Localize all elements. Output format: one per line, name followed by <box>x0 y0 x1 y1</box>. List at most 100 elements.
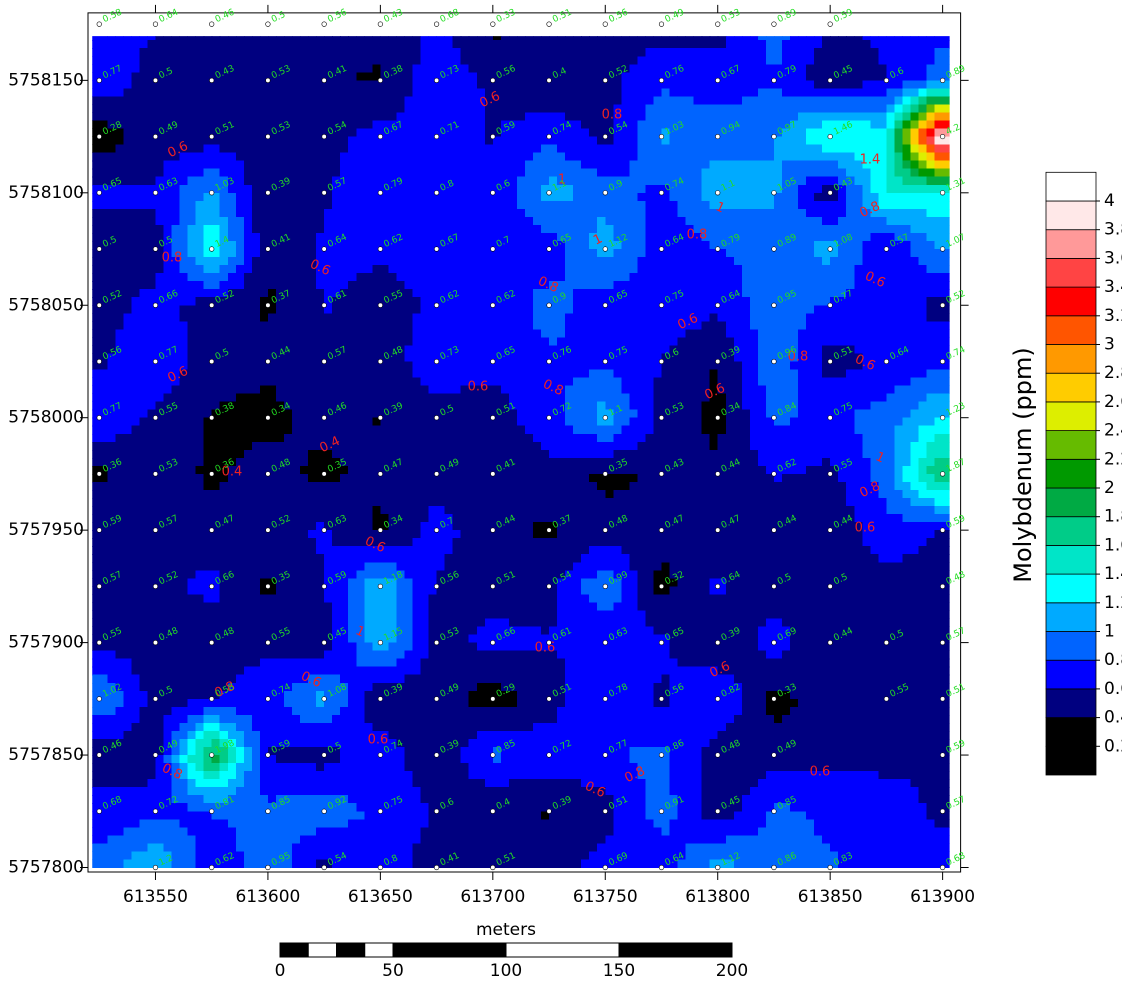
contour-fill <box>798 257 807 266</box>
contour-fill <box>324 232 333 242</box>
contour-fill <box>693 152 703 162</box>
contour-fill <box>300 289 309 298</box>
contour-fill <box>300 265 309 274</box>
contour-fill <box>870 353 879 363</box>
contour-fill <box>597 136 606 146</box>
contour-fill <box>798 281 807 290</box>
contour-fill <box>806 168 815 178</box>
contour-fill <box>508 353 518 363</box>
contour-fill <box>894 216 904 226</box>
contour-fill <box>412 232 422 242</box>
contour-fill <box>549 297 558 306</box>
contour-fill <box>557 329 566 338</box>
contour-fill <box>725 353 735 363</box>
contour-fill <box>300 192 309 202</box>
contour-fill <box>709 104 719 114</box>
contour-fill <box>516 224 526 234</box>
contour-fill <box>420 192 430 202</box>
contour-fill <box>500 361 510 371</box>
contour-fill <box>492 273 502 282</box>
contour-fill <box>292 72 301 81</box>
contour-fill <box>573 409 582 419</box>
contour-fill <box>669 208 679 218</box>
contour-fill <box>934 353 950 363</box>
contour-fill <box>597 88 606 98</box>
contour-fill <box>822 184 831 194</box>
contour-fill <box>428 168 438 178</box>
contour-fill <box>790 200 799 210</box>
contour-fill <box>227 232 237 242</box>
contour-fill <box>693 240 703 250</box>
contour-fill <box>147 160 157 170</box>
contour-fill <box>733 401 743 411</box>
contour-fill <box>589 112 598 122</box>
contour-fill <box>822 112 831 122</box>
contour-fill <box>107 152 116 162</box>
contour-fill <box>476 80 486 89</box>
contour-fill <box>235 216 245 226</box>
contour-fill <box>115 240 124 250</box>
contour-fill <box>460 393 470 403</box>
contour-fill <box>308 297 317 306</box>
contour-fill <box>653 168 663 178</box>
contour-fill <box>926 72 936 81</box>
contour-fill <box>693 369 703 379</box>
contour-fill <box>428 72 438 81</box>
contour-fill <box>926 289 936 298</box>
contour-fill <box>757 257 767 266</box>
contour-fill <box>581 224 590 234</box>
contour-fill <box>862 297 871 306</box>
contour-fill <box>532 385 542 395</box>
contour-fill <box>902 48 912 57</box>
contour-fill <box>541 240 550 250</box>
contour-fill <box>468 128 478 138</box>
contour-fill <box>316 168 325 178</box>
contour-fill <box>693 385 703 395</box>
contour-fill <box>862 160 871 170</box>
contour-fill <box>356 240 365 250</box>
contour-fill <box>404 184 414 194</box>
contour-fill <box>798 345 807 355</box>
contour-fill <box>870 273 879 282</box>
contour-fill <box>886 224 896 234</box>
contour-fill <box>139 200 149 210</box>
contour-fill <box>573 112 582 122</box>
contour-fill <box>934 48 950 57</box>
contour-fill <box>814 265 823 274</box>
contour-fill <box>412 313 422 322</box>
contour-fill <box>838 297 847 306</box>
contour-fill <box>581 184 590 194</box>
contour-fill <box>131 385 141 395</box>
contour-fill <box>468 337 478 347</box>
contour-fill <box>757 232 767 242</box>
contour-fill <box>773 184 783 194</box>
contour-fill <box>749 281 759 290</box>
contour-fill <box>806 345 815 355</box>
contour-fill <box>918 297 928 306</box>
contour-fill <box>693 40 703 49</box>
contour-fill <box>669 369 679 379</box>
contour-fill <box>388 393 398 403</box>
contour-fill <box>316 297 325 306</box>
contour-fill <box>685 36 695 41</box>
contour-fill <box>757 112 767 122</box>
contour-fill <box>677 409 687 419</box>
contour-fill <box>725 249 735 258</box>
contour-fill <box>196 24 205 33</box>
contour-fill <box>300 313 309 322</box>
contour-fill <box>532 192 542 202</box>
contour-fill <box>428 240 438 250</box>
contour-fill <box>894 136 904 146</box>
contour-fill <box>155 120 165 130</box>
contour-fill <box>661 128 671 138</box>
contour-fill <box>629 369 638 379</box>
contour-fill <box>227 369 237 379</box>
contour-fill <box>581 289 590 298</box>
contour-fill <box>300 321 309 330</box>
contour-fill <box>798 36 807 41</box>
contour-fill <box>308 337 317 347</box>
contour-fill <box>275 136 285 146</box>
contour-fill <box>926 128 936 138</box>
contour-fill <box>581 377 590 387</box>
contour-fill <box>661 36 671 41</box>
